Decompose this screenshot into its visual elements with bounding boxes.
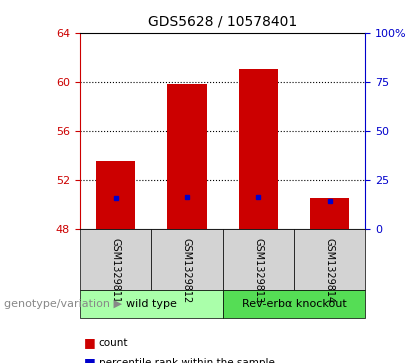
Text: GSM1329814: GSM1329814 — [325, 238, 335, 303]
Text: Rev-erbα knockout: Rev-erbα knockout — [241, 299, 346, 309]
Text: genotype/variation ▶: genotype/variation ▶ — [4, 299, 122, 309]
Text: ■: ■ — [84, 356, 96, 363]
Bar — [310, 198, 349, 229]
Bar — [167, 84, 207, 229]
Bar — [96, 161, 135, 229]
Title: GDS5628 / 10578401: GDS5628 / 10578401 — [148, 15, 297, 29]
Text: percentile rank within the sample: percentile rank within the sample — [99, 358, 275, 363]
Text: count: count — [99, 338, 128, 348]
Text: GSM1329812: GSM1329812 — [182, 238, 192, 303]
Bar — [239, 69, 278, 229]
Text: GSM1329811: GSM1329811 — [110, 238, 121, 303]
Text: GSM1329813: GSM1329813 — [253, 238, 263, 303]
Text: wild type: wild type — [126, 299, 177, 309]
Text: ■: ■ — [84, 337, 96, 350]
